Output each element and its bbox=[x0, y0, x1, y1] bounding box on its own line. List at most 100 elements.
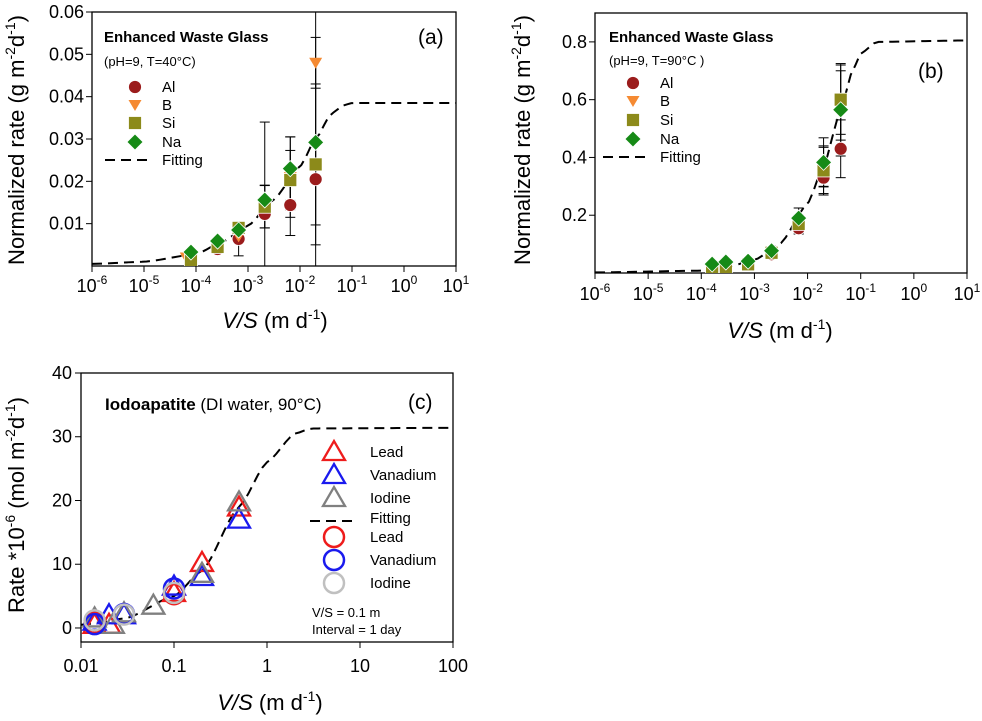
legend-marker-iodine bbox=[321, 484, 347, 508]
text-span: 10 bbox=[633, 284, 653, 304]
chart-subtitle: (pH=9, T=40°C) bbox=[104, 54, 196, 69]
y-axis-title: Rate *10-6 (mol m-2d-1) bbox=[2, 397, 29, 613]
text-span: V/S bbox=[727, 318, 763, 343]
legend-marker-lead bbox=[321, 438, 347, 462]
data-point-lead bbox=[189, 549, 215, 573]
x-tick-exponent: 1 bbox=[974, 281, 981, 295]
text-span: 10 bbox=[792, 284, 812, 304]
annotation: Interval = 1 day bbox=[312, 622, 402, 637]
text-span: Rate *10 bbox=[4, 527, 29, 613]
x-axis-title: V/S (m d-1) bbox=[727, 316, 832, 343]
data-point-na bbox=[762, 242, 781, 260]
text-span: d bbox=[510, 35, 535, 47]
text-span: -6 bbox=[2, 515, 18, 528]
chart-title: Iodoapatite (DI water, 90°C) bbox=[105, 395, 322, 414]
text-span: Normalized rate (g m bbox=[4, 60, 29, 265]
data-point-lead bbox=[226, 494, 252, 517]
text-span: -1 bbox=[2, 404, 18, 417]
y-tick-label: 20 bbox=[52, 490, 72, 510]
x-tick-exponent: -3 bbox=[253, 273, 264, 287]
x-tick-label: 10-6 bbox=[580, 281, 611, 304]
y-tick-label: 0.8 bbox=[562, 32, 587, 52]
text-span: -1 bbox=[308, 306, 321, 322]
text-span: 10 bbox=[285, 276, 305, 296]
panel-label: (c) bbox=[408, 391, 433, 414]
x-tick-exponent: -2 bbox=[305, 273, 316, 287]
text-span: Iodoapatite bbox=[105, 395, 196, 414]
data-point-iodine bbox=[226, 489, 252, 512]
y-tick-label: 0.02 bbox=[49, 171, 84, 191]
y-tick-label: 0.06 bbox=[49, 2, 84, 22]
data-point-na bbox=[209, 232, 227, 250]
legend-label: Na bbox=[660, 131, 680, 148]
legend-label: Vanadium bbox=[370, 467, 436, 484]
legend-marker-na bbox=[126, 133, 144, 151]
legend-label: Na bbox=[162, 134, 182, 151]
fitting-line bbox=[595, 39, 967, 273]
text-span: V/S bbox=[222, 308, 258, 333]
legend-label: Lead bbox=[370, 444, 403, 461]
y-tick-label: 10 bbox=[52, 554, 72, 574]
data-point-na bbox=[307, 133, 325, 151]
y-tick-label: 30 bbox=[52, 427, 72, 447]
data-point-na bbox=[832, 101, 850, 119]
text-span: (m d bbox=[253, 690, 303, 715]
legend-label: Fitting bbox=[660, 149, 701, 166]
y-tick-label: 0 bbox=[62, 618, 72, 638]
x-tick-label: 100 bbox=[438, 656, 468, 676]
x-tick-exponent: -6 bbox=[97, 273, 108, 287]
legend-label: Fitting bbox=[370, 510, 411, 527]
text-span: 10 bbox=[391, 276, 411, 296]
text-span: -1 bbox=[508, 22, 524, 35]
x-tick-exponent: -4 bbox=[706, 281, 717, 295]
x-tick-exponent: -1 bbox=[357, 273, 368, 287]
text-span: V/S bbox=[217, 690, 253, 715]
data-point-na bbox=[739, 252, 757, 270]
data-point-iodine bbox=[140, 592, 167, 615]
x-tick-label: 10-6 bbox=[77, 273, 108, 296]
data-point-lead bbox=[161, 579, 187, 603]
data-point-na bbox=[790, 209, 808, 227]
text-span: Enhanced Waste Glass bbox=[104, 29, 269, 46]
x-tick-exponent: 1 bbox=[463, 273, 470, 287]
text-span: d bbox=[4, 35, 29, 47]
legend-label: B bbox=[660, 93, 670, 110]
data-point-na bbox=[256, 191, 274, 209]
legend-marker-si bbox=[626, 113, 640, 127]
chart-title: Enhanced Waste Glass bbox=[609, 29, 774, 46]
text-span: ) bbox=[825, 318, 832, 343]
x-tick-label: 101 bbox=[443, 273, 470, 296]
x-tick-exponent: -5 bbox=[653, 281, 664, 295]
legend-marker-al bbox=[128, 80, 142, 94]
text-span: (m d bbox=[258, 308, 308, 333]
data-point-na bbox=[230, 221, 248, 239]
x-tick-label: 10-5 bbox=[633, 281, 664, 304]
x-tick-label: 10-4 bbox=[181, 273, 212, 296]
text-span: -1 bbox=[813, 316, 826, 332]
x-tick-label: 10-1 bbox=[337, 273, 368, 296]
text-span: (m d bbox=[763, 318, 813, 343]
data-point-vanadium bbox=[226, 506, 252, 529]
legend-label: B bbox=[162, 97, 172, 114]
y-tick-label: 0.04 bbox=[49, 87, 84, 107]
legend-marker-al bbox=[626, 76, 640, 90]
data-point-vanadium bbox=[189, 563, 215, 587]
plot-frame bbox=[594, 12, 968, 274]
text-span: -2 bbox=[2, 47, 18, 60]
data-point-al bbox=[833, 141, 848, 156]
data-point-na bbox=[815, 153, 833, 171]
data-point-iodine bbox=[189, 560, 215, 583]
data-point-iodine bbox=[162, 581, 186, 605]
chart-title: Enhanced Waste Glass bbox=[104, 29, 269, 46]
data-point-na bbox=[703, 255, 721, 273]
data-point-b bbox=[309, 57, 323, 69]
text-span: -1 bbox=[2, 22, 18, 35]
legend-label: Al bbox=[162, 79, 175, 96]
x-tick-exponent: -6 bbox=[600, 281, 611, 295]
x-tick-label: 10-2 bbox=[285, 273, 316, 296]
plot-area bbox=[92, 12, 456, 266]
text-span: 10 bbox=[181, 276, 201, 296]
legend-marker-b bbox=[626, 96, 640, 107]
